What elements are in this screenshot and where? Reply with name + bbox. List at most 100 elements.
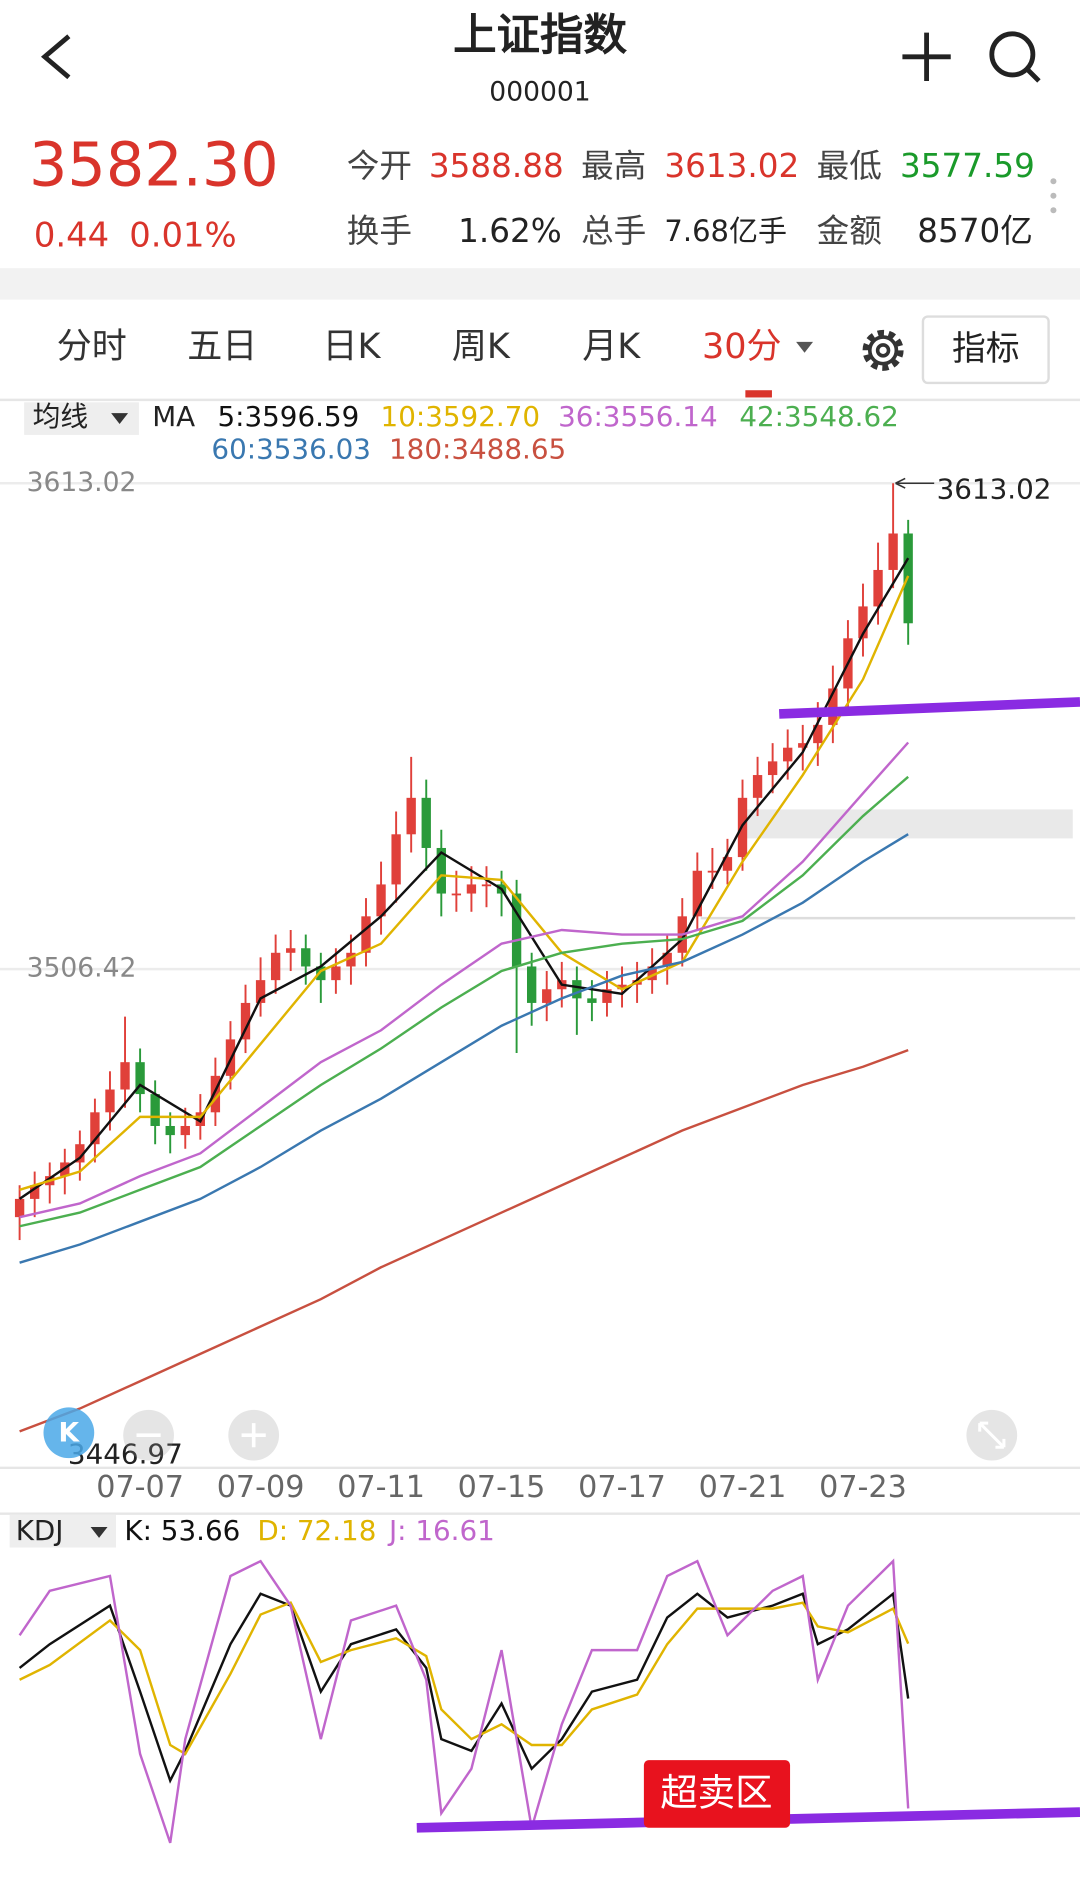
candle-body	[572, 980, 582, 999]
candle-body	[767, 761, 778, 776]
legend-entry: 10:3592.70	[381, 400, 541, 433]
candle-body	[602, 989, 612, 1003]
candle-body	[451, 893, 462, 896]
candle-body	[647, 966, 657, 981]
settings-button[interactable]	[862, 329, 904, 371]
legend-entry: 42:3548.62	[739, 400, 899, 433]
candle-body	[391, 834, 401, 885]
back-button[interactable]	[40, 34, 71, 80]
candle-body	[135, 1062, 145, 1095]
tab[interactable]: 日K	[323, 326, 382, 367]
candle-body	[30, 1185, 40, 1199]
tab-active[interactable]: 30分	[702, 326, 782, 367]
kdj-line	[19, 1601, 910, 1756]
ma-label: MA	[152, 400, 195, 433]
candle-body	[120, 1062, 130, 1090]
candle-body	[798, 743, 808, 748]
candle-body	[783, 747, 793, 762]
candle-body	[331, 966, 341, 981]
legend-entry: K: 53.66	[124, 1514, 240, 1547]
candle-body	[286, 948, 296, 953]
title: 上证指数	[453, 11, 627, 61]
tab[interactable]: 分时	[57, 326, 127, 367]
candle-body	[180, 1125, 190, 1136]
dropdown-arrow	[90, 1527, 108, 1538]
x-tick-label: 07-17	[578, 1470, 666, 1505]
candle-body	[90, 1112, 100, 1145]
x-tick-label: 07-15	[458, 1470, 546, 1505]
x-tick-label: 07-23	[819, 1470, 907, 1505]
candle-body	[270, 952, 281, 981]
code: 000001	[489, 77, 590, 108]
candle-body	[75, 1144, 85, 1163]
legend-entry: 180:3488.65	[389, 433, 566, 466]
candle-body	[376, 884, 386, 917]
x-tick-label: 07-11	[337, 1470, 425, 1505]
candle-body	[421, 797, 431, 848]
candle-body	[511, 893, 522, 967]
candle-body	[301, 948, 311, 967]
ma-line	[19, 741, 910, 1219]
tab-underline	[745, 390, 772, 398]
tab[interactable]: 月K	[582, 326, 641, 367]
k-logo-text: K	[59, 1417, 81, 1448]
indicator-button-label: 指标	[952, 329, 1020, 368]
amount-label: 金额	[817, 212, 882, 250]
tab[interactable]: 五日	[187, 326, 257, 367]
candle-body	[150, 1094, 160, 1126]
price: 3582.30	[29, 131, 279, 201]
k-logo[interactable]	[43, 1407, 95, 1459]
amount: 8570亿	[917, 212, 1033, 250]
turnover-label: 换手	[347, 212, 412, 250]
dot	[1050, 178, 1057, 185]
annotation: 超卖区	[660, 1771, 772, 1815]
candle-body	[873, 569, 883, 607]
candle-body	[813, 724, 823, 744]
y-tick-label: 3613.02	[27, 467, 137, 498]
x-tick-label: 07-07	[96, 1470, 184, 1505]
candle-body	[662, 952, 672, 967]
kdj-selector-label: KDJ	[16, 1514, 64, 1547]
candle-body	[587, 998, 597, 1003]
tab[interactable]: 周K	[452, 326, 511, 367]
change-pct: 0.01%	[129, 215, 236, 254]
dropdown-arrow	[796, 341, 814, 353]
ma-selector-label: 均线	[33, 400, 89, 433]
candle-body	[361, 916, 371, 953]
candle-body	[165, 1125, 175, 1136]
indicator-button[interactable]	[921, 315, 1050, 385]
high-label: 最高	[581, 147, 646, 185]
y-tick-label: 3506.42	[27, 953, 137, 984]
candle-chart: 3506.42 3613.02 07-07 07-09 07-11 07-15 07-17 0…	[0, 467, 1080, 1505]
x-tick-label: 07-09	[217, 1470, 305, 1505]
legend-entry: 60:3536.03	[211, 433, 371, 466]
add-button[interactable]	[902, 32, 951, 81]
support-line	[779, 697, 1080, 719]
high-arrow	[895, 477, 935, 489]
candle-body	[436, 847, 446, 894]
legend-entry: 5:3596.59	[217, 400, 359, 433]
kdj-line	[18, 1558, 910, 1844]
candle-body	[722, 857, 733, 871]
volume: 7.68亿手	[664, 214, 787, 248]
candle-body	[752, 775, 763, 798]
dropdown-arrow	[111, 413, 129, 425]
ma-line	[19, 833, 909, 1264]
candle-body	[346, 952, 356, 967]
high: 3613.02	[664, 147, 799, 185]
kdj-chart	[18, 1558, 910, 1844]
ma-line	[19, 775, 909, 1228]
annotation-box	[643, 1760, 791, 1828]
open: 3588.88	[429, 147, 564, 185]
candle-body	[255, 980, 266, 1003]
highlight-band	[739, 809, 1073, 839]
candle-body	[466, 884, 477, 894]
candle-body	[406, 797, 416, 835]
low: 3577.59	[900, 147, 1035, 185]
high-marker: 3613.02	[937, 473, 1052, 506]
search-button[interactable]	[989, 31, 1041, 83]
ma-line	[18, 557, 910, 1200]
candle-body	[240, 1002, 251, 1040]
legend-entry: 36:3556.14	[558, 400, 718, 433]
